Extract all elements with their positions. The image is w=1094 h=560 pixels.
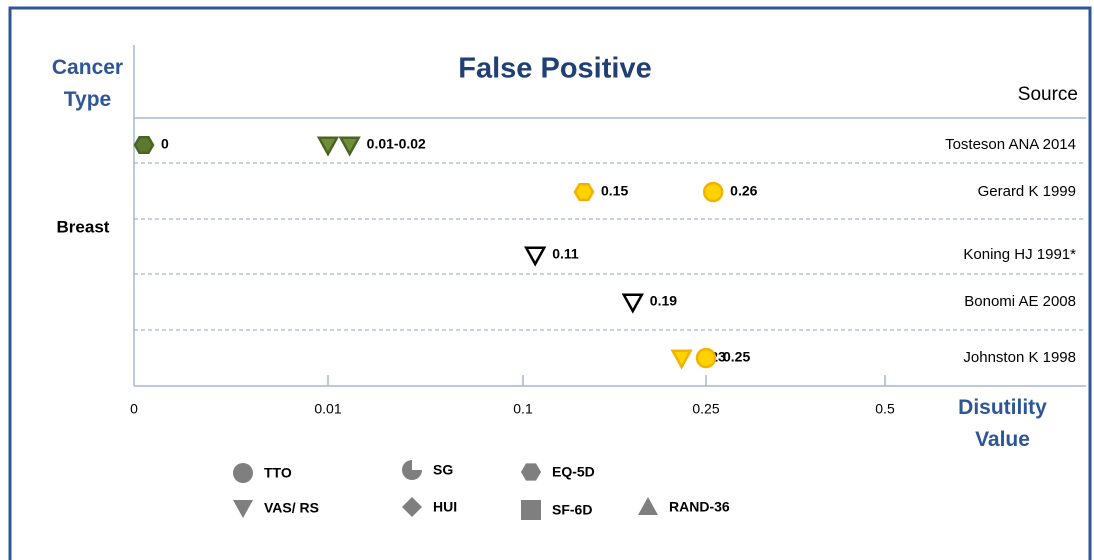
x-tick-label: 0.01 — [314, 401, 341, 417]
data-point — [573, 182, 595, 202]
legend-label: HUI — [433, 499, 457, 515]
data-point — [316, 136, 340, 157]
source-header: Source — [1018, 84, 1078, 105]
data-point — [621, 293, 644, 314]
chart-title: False Positive — [458, 53, 651, 85]
source-label: Bonomi AE 2008 — [964, 293, 1076, 310]
value-label: 0.11 — [552, 246, 579, 262]
legend-marker — [233, 463, 253, 483]
legend-marker — [233, 500, 253, 518]
category-label: Breast — [57, 217, 110, 236]
legend-marker — [521, 500, 541, 520]
value-label: 0.25 — [723, 349, 750, 365]
x-tick-label: 0.5 — [875, 401, 895, 417]
data-point — [702, 181, 724, 203]
x-tick-label: 0.25 — [692, 401, 719, 417]
x-tick-label: 0 — [130, 401, 138, 417]
legend-marker — [638, 497, 658, 515]
legend-label: SG — [433, 462, 453, 478]
data-point — [133, 135, 155, 155]
value-label: 0.01-0.02 — [367, 136, 426, 152]
legend-marker — [402, 460, 422, 480]
y-axis-label: Cancer Type — [51, 56, 124, 111]
legend-label: VAS/ RS — [264, 500, 319, 516]
source-label: Johnston K 1998 — [963, 349, 1076, 366]
source-label: Gerard K 1999 — [978, 183, 1076, 200]
legend-label: TTO — [264, 465, 292, 481]
value-label: 0.15 — [601, 183, 628, 199]
data-point — [338, 136, 361, 157]
legend-marker — [521, 463, 541, 481]
value-label: 0.26 — [730, 183, 757, 199]
x-tick-label: 0.1 — [513, 401, 533, 417]
value-label: 0.19 — [650, 293, 677, 309]
x-axis-label: Disutility Value — [958, 396, 1047, 451]
data-point — [695, 347, 717, 369]
legend-label: SF-6D — [552, 502, 592, 518]
legend-label: RAND-36 — [669, 499, 730, 515]
value-label: 0 — [161, 136, 169, 152]
data-point — [524, 246, 547, 267]
legend-label: EQ-5D — [552, 464, 595, 480]
frame — [8, 6, 1092, 560]
source-label: Tosteson ANA 2014 — [945, 136, 1076, 153]
source-label: Koning HJ 1991* — [963, 246, 1076, 263]
legend-marker — [402, 497, 422, 517]
data-point — [670, 349, 693, 370]
